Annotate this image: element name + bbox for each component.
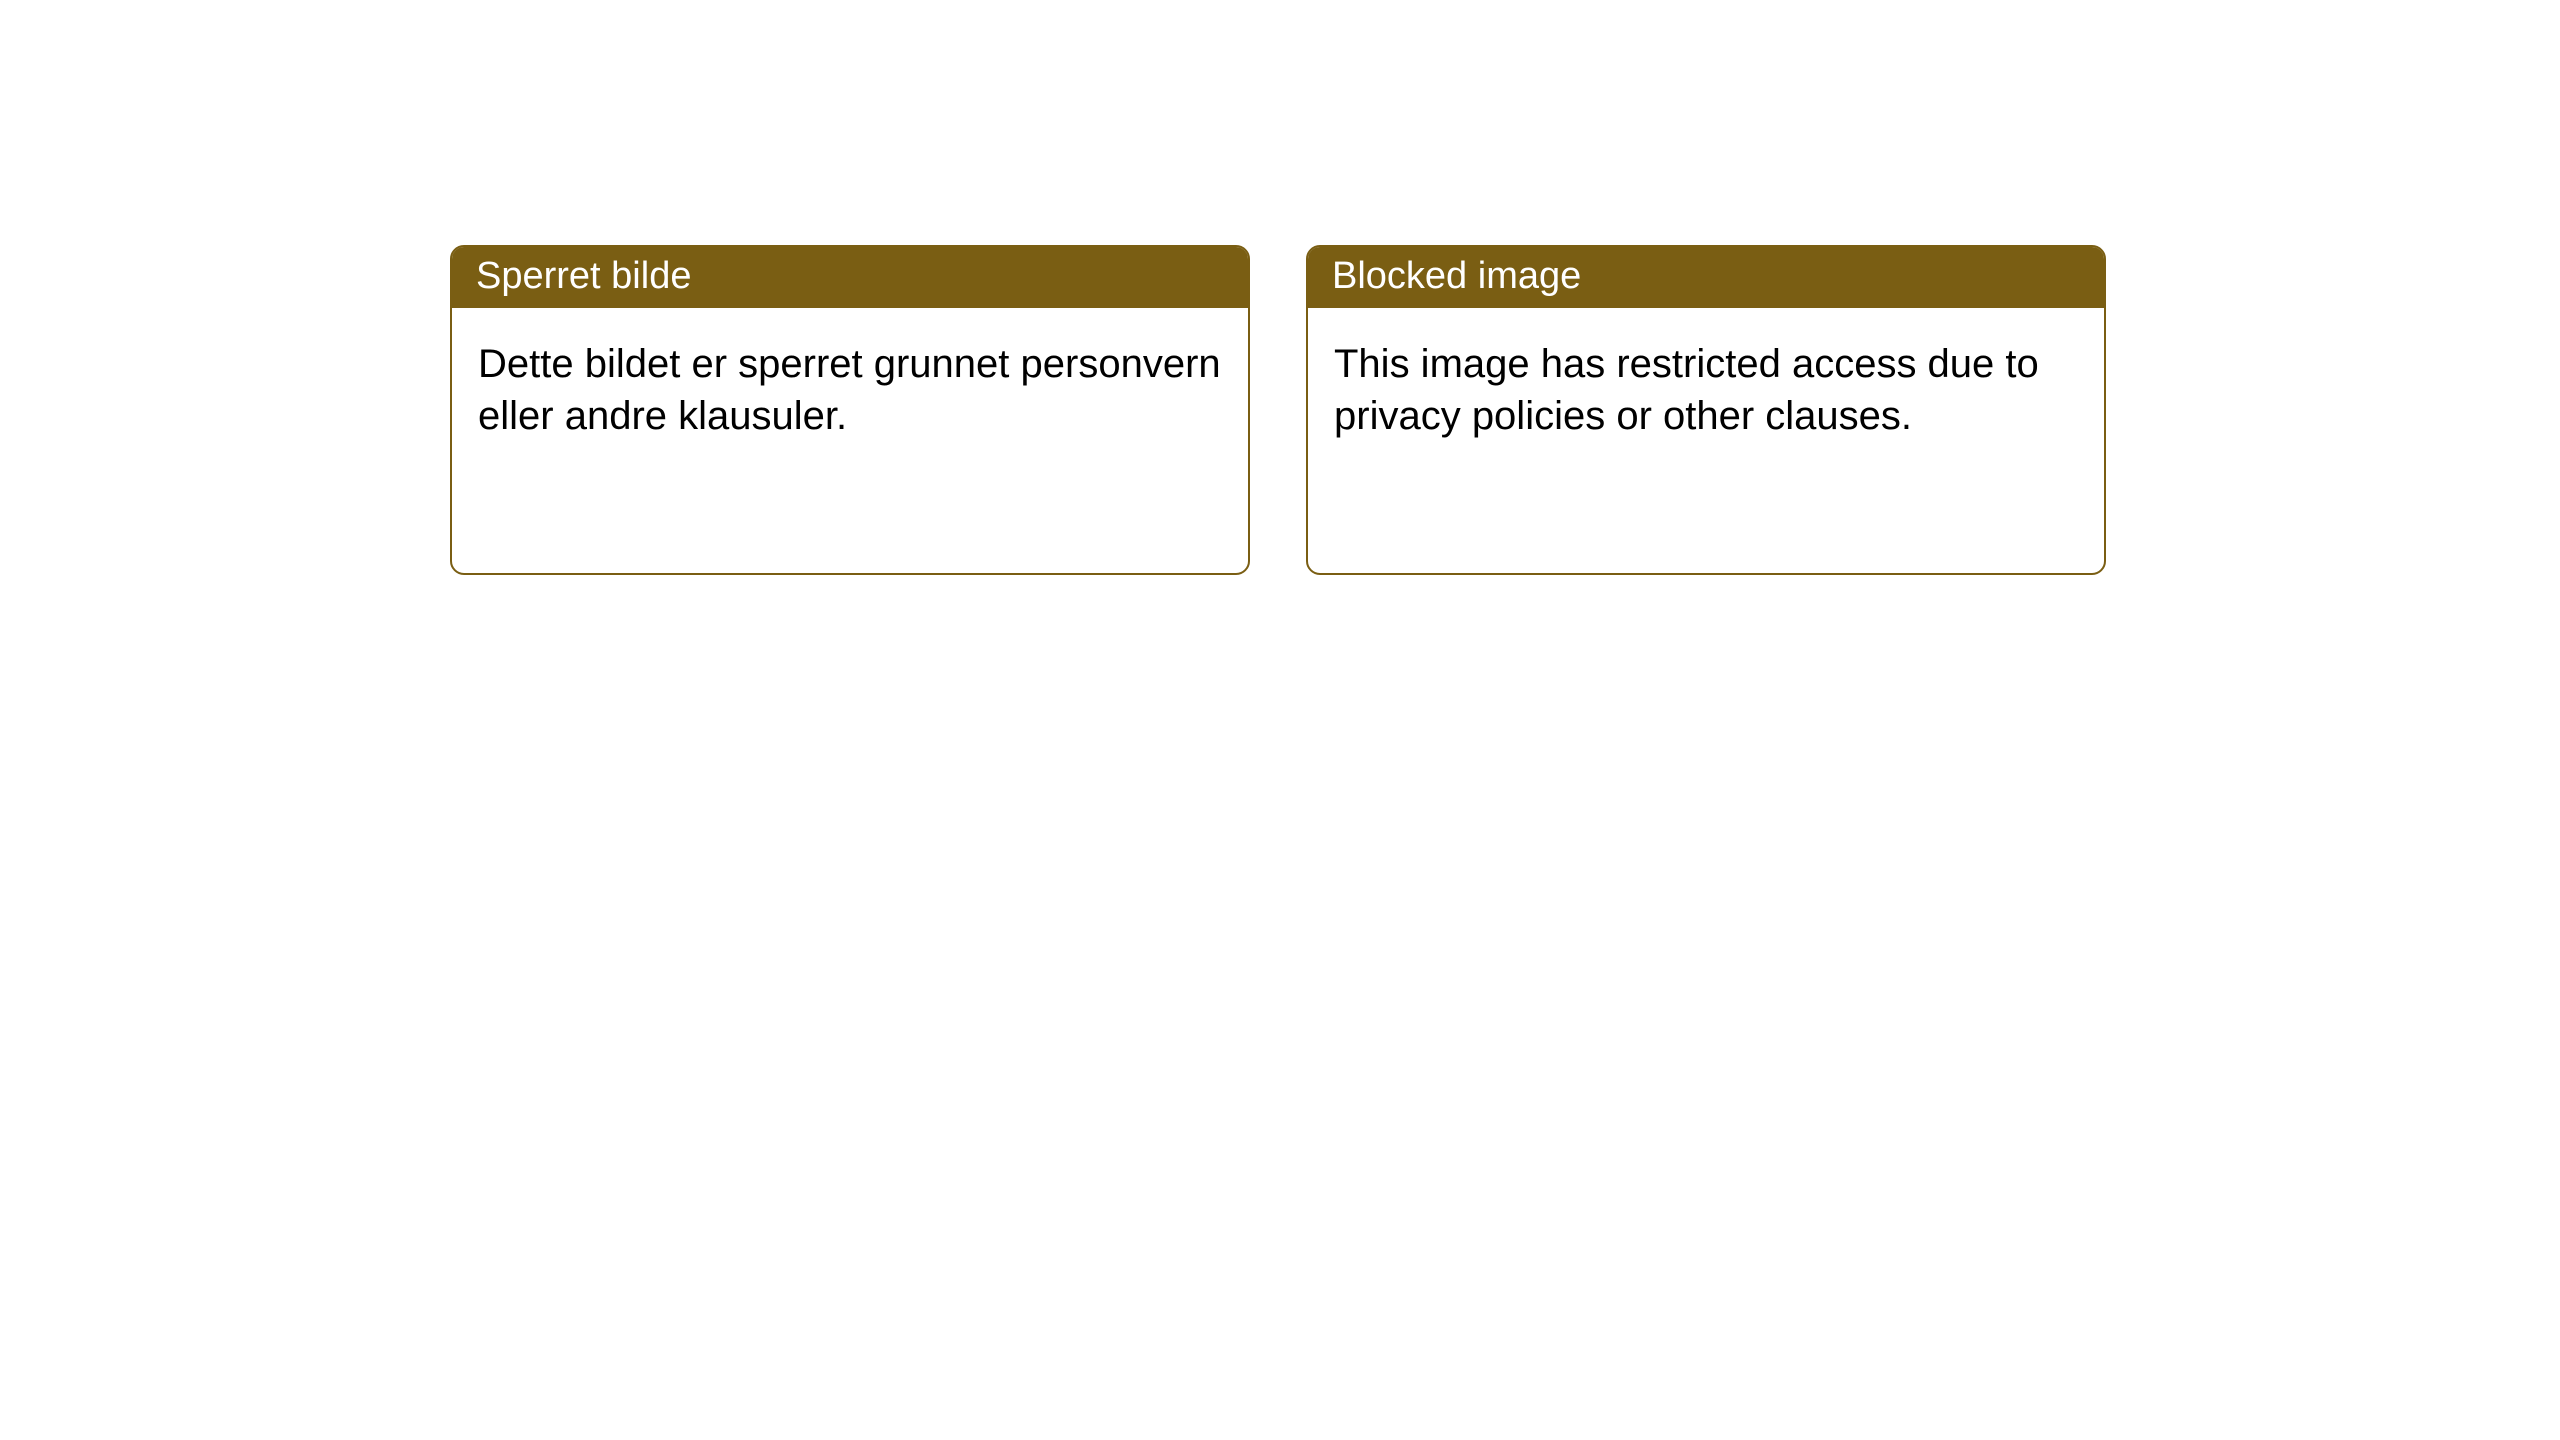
card-header: Sperret bilde	[452, 247, 1248, 308]
card-body: Dette bildet er sperret grunnet personve…	[452, 308, 1248, 472]
card-english: Blocked image This image has restricted …	[1306, 245, 2106, 575]
card-norwegian: Sperret bilde Dette bildet er sperret gr…	[450, 245, 1250, 575]
card-header: Blocked image	[1308, 247, 2104, 308]
cards-container: Sperret bilde Dette bildet er sperret gr…	[450, 245, 2106, 575]
card-body: This image has restricted access due to …	[1308, 308, 2104, 472]
